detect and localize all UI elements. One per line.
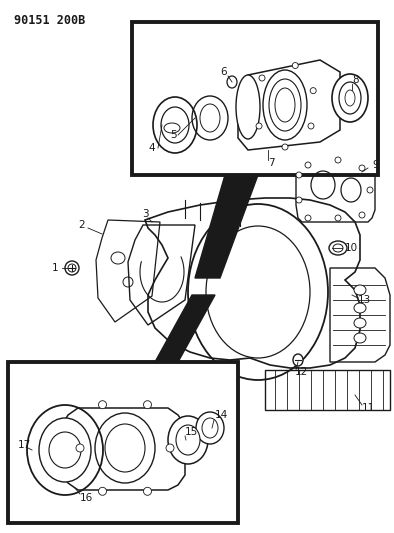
Polygon shape [155,295,215,362]
Ellipse shape [354,303,366,313]
Text: 13: 13 [358,295,371,305]
Ellipse shape [256,123,262,129]
Ellipse shape [292,62,298,69]
Ellipse shape [367,187,373,193]
Ellipse shape [202,418,218,438]
Ellipse shape [354,285,366,295]
Bar [8,362,238,523]
Text: 1: 1 [52,263,59,273]
Ellipse shape [359,212,365,218]
Ellipse shape [359,165,365,171]
Ellipse shape [76,444,84,452]
Text: 8: 8 [352,75,359,85]
Ellipse shape [98,487,106,495]
Polygon shape [195,175,258,278]
Ellipse shape [332,74,368,122]
Ellipse shape [308,123,314,129]
Text: 5: 5 [170,130,177,140]
Ellipse shape [143,401,152,409]
Ellipse shape [49,432,81,468]
Text: 17: 17 [18,440,31,450]
Ellipse shape [236,75,260,139]
Ellipse shape [259,75,265,81]
Ellipse shape [166,444,174,452]
Ellipse shape [65,261,79,275]
Ellipse shape [354,318,366,328]
Ellipse shape [296,172,302,178]
Text: 16: 16 [80,493,93,503]
Bar [132,22,378,175]
Text: 12: 12 [295,367,308,377]
Ellipse shape [227,76,237,88]
Ellipse shape [27,405,103,495]
Text: 11: 11 [362,403,375,413]
Ellipse shape [335,157,341,163]
Ellipse shape [200,104,220,132]
Ellipse shape [161,107,189,143]
Text: 7: 7 [268,158,275,168]
Text: 15: 15 [185,427,198,437]
Ellipse shape [345,90,355,106]
Text: 2: 2 [78,220,85,230]
Ellipse shape [329,241,347,255]
Text: 3: 3 [142,209,149,219]
Ellipse shape [153,97,197,153]
Ellipse shape [333,244,343,252]
Ellipse shape [39,418,91,482]
Ellipse shape [196,412,224,444]
Ellipse shape [176,425,200,455]
Ellipse shape [164,123,180,133]
Ellipse shape [354,333,366,343]
Text: 14: 14 [215,410,228,420]
Text: 6: 6 [220,67,227,77]
Ellipse shape [335,215,341,221]
Ellipse shape [296,197,302,203]
Ellipse shape [282,144,288,150]
Text: 4: 4 [148,143,154,153]
Text: 9: 9 [372,160,379,170]
Ellipse shape [143,487,152,495]
Ellipse shape [310,87,316,94]
Ellipse shape [305,215,311,221]
Ellipse shape [305,162,311,168]
Ellipse shape [68,264,76,272]
Ellipse shape [293,354,303,366]
Ellipse shape [168,416,208,464]
Text: 10: 10 [345,243,358,253]
Ellipse shape [339,82,361,114]
Text: 90151 200B: 90151 200B [14,14,85,27]
Ellipse shape [98,401,106,409]
